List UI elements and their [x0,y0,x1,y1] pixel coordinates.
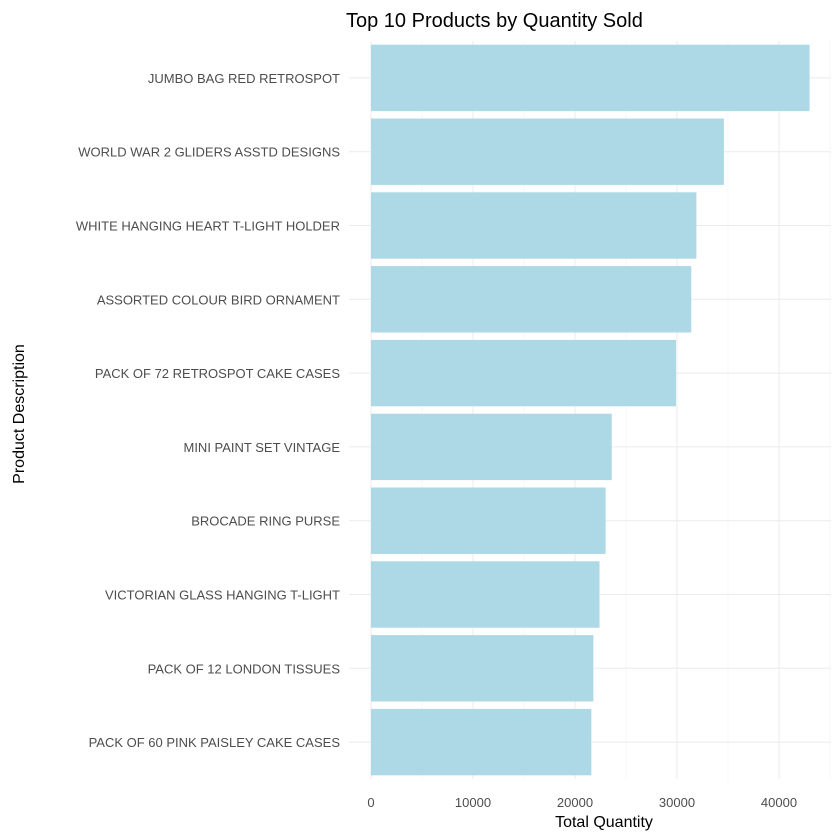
y-axis-title: Product Description [11,344,28,484]
bar [371,413,612,481]
x-tick-label: 10000 [455,795,491,810]
bar [371,561,600,628]
y-tick-label: WHITE HANGING HEART T-LIGHT HOLDER [76,219,340,234]
y-tick-label: VICTORIAN GLASS HANGING T-LIGHT [105,588,340,603]
bar [371,487,606,554]
x-tick-label: 0 [367,795,374,810]
x-tick-label: 20000 [557,795,593,810]
bar [371,44,810,112]
chart-title: Top 10 Products by Quantity Sold [346,10,643,32]
x-tick-labels: 0 10000 20000 30000 40000 [367,795,797,810]
y-tick-label: WORLD WAR 2 GLIDERS ASSTD DESIGNS [78,145,340,160]
bar [371,708,592,776]
y-tick-label: JUMBO BAG RED RETROSPOT [148,71,340,86]
bar [371,118,724,185]
bars [371,44,810,776]
y-tick-label: ASSORTED COLOUR BIRD ORNAMENT [97,292,340,307]
x-tick-label: 30000 [659,795,695,810]
y-tick-label: PACK OF 72 RETROSPOT CAKE CASES [95,366,340,381]
y-tick-label: BROCADE RING PURSE [191,514,340,529]
y-tick-label: MINI PAINT SET VINTAGE [183,440,340,455]
y-tick-labels: JUMBO BAG RED RETROSPOT WORLD WAR 2 GLIDE… [76,71,340,750]
x-axis-title: Total Quantity [555,814,653,831]
bar [371,192,697,259]
y-tick-label: PACK OF 12 LONDON TISSUES [148,661,341,676]
x-tick-label: 40000 [761,795,797,810]
bar [371,266,692,333]
bar [371,635,594,702]
y-tick-label: PACK OF 60 PINK PAISLEY CAKE CASES [89,735,341,750]
bar [371,339,676,407]
